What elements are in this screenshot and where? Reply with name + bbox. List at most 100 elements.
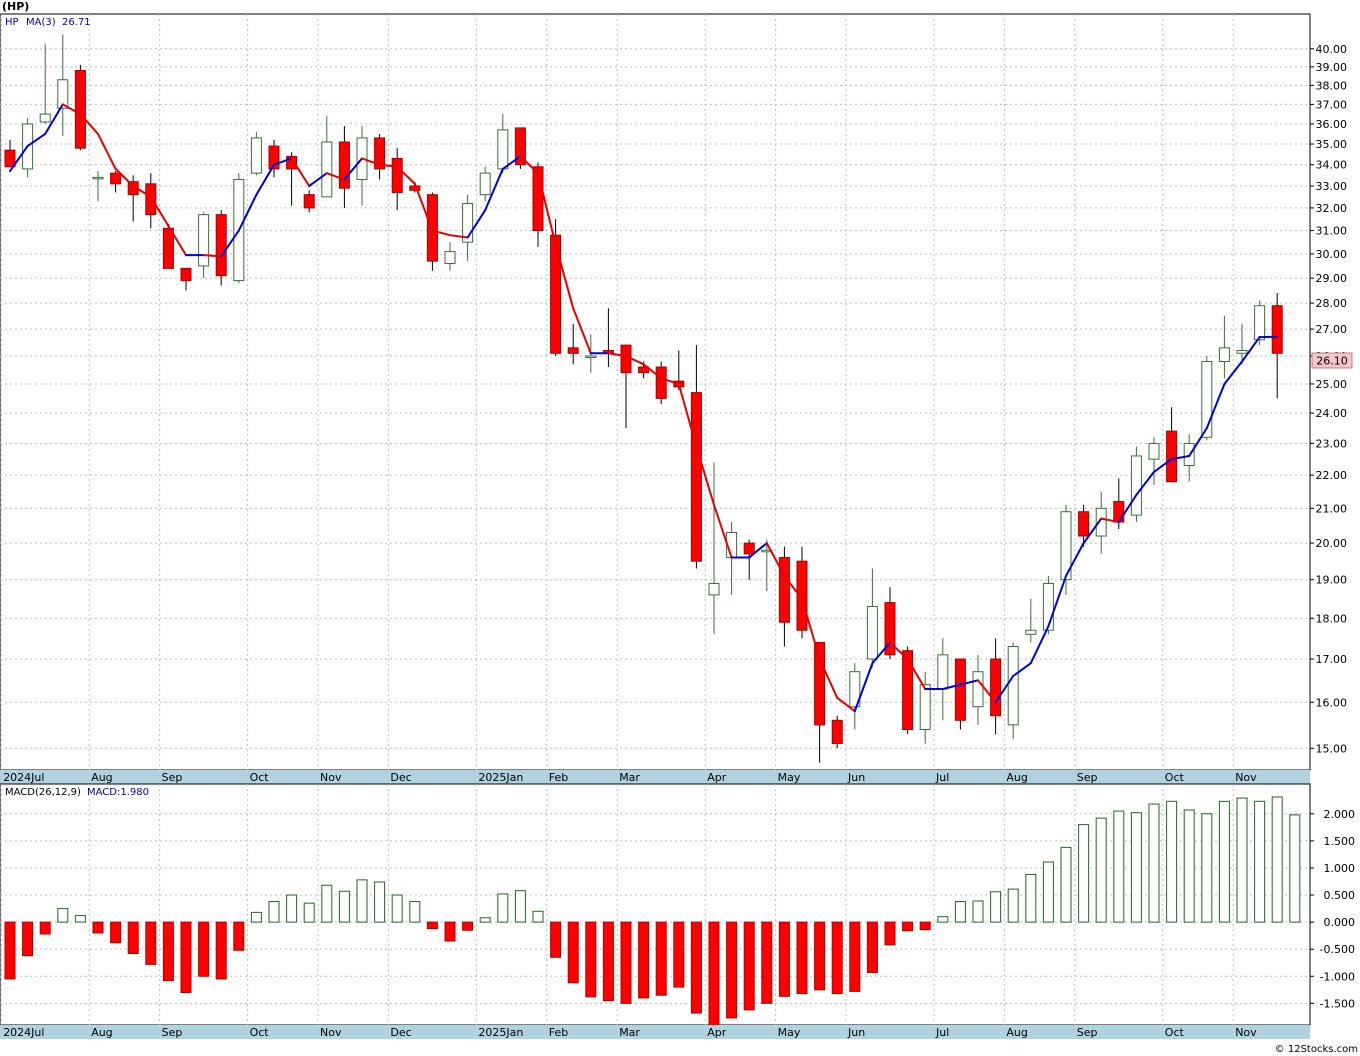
macd-bar xyxy=(92,921,104,934)
macd-bar xyxy=(1130,812,1142,923)
price-date-label: Jul xyxy=(935,771,949,784)
ma-segment xyxy=(1065,542,1085,577)
ma-segment xyxy=(396,165,416,185)
candle xyxy=(303,190,315,213)
candle xyxy=(110,171,122,193)
macd-bar xyxy=(831,921,843,995)
candle xyxy=(690,345,702,569)
candle-body xyxy=(884,602,896,656)
macd-bar xyxy=(479,917,491,923)
price-tick-label: 16.00 xyxy=(1316,696,1348,709)
macd-bar xyxy=(180,921,192,994)
ma-segment xyxy=(255,163,275,196)
macd-tick-label: -1.000 xyxy=(1320,970,1355,983)
candle-body xyxy=(215,214,227,277)
macd-bar xyxy=(74,915,86,923)
candle-body xyxy=(831,719,843,745)
candle xyxy=(1218,316,1230,379)
macd-bar xyxy=(57,908,69,923)
candle xyxy=(1095,491,1107,554)
price-tick-label: 23.00 xyxy=(1316,437,1348,450)
candle xyxy=(479,166,491,202)
candle xyxy=(233,173,245,284)
ma-segment xyxy=(554,243,575,310)
candle-body xyxy=(110,172,122,185)
macd-bar xyxy=(902,921,914,932)
last-price-tag-text: 26.10 xyxy=(1316,355,1348,368)
ma-segment xyxy=(906,658,927,691)
price-date-label: May xyxy=(778,771,801,784)
macd-bar xyxy=(532,910,544,923)
candle-body xyxy=(1060,511,1072,581)
candle-body xyxy=(286,155,298,170)
macd-axis: -1.500 -1.000 -0.500 0.000 0.500 1.000 1.500 2.… xyxy=(1310,808,1356,1010)
ma-segment xyxy=(660,377,680,385)
macd-bar xyxy=(233,921,245,951)
candle-body xyxy=(39,113,51,123)
candle xyxy=(180,267,192,291)
price-tick-label: 32.00 xyxy=(1316,202,1348,215)
price-tick-label: 36.00 xyxy=(1316,118,1348,131)
macd-date-label: Feb xyxy=(549,1026,568,1039)
ma-segment xyxy=(871,641,891,665)
macd-date-label: Nov xyxy=(320,1026,342,1039)
candle-body xyxy=(866,605,878,660)
candle xyxy=(1060,504,1072,595)
ma-segment xyxy=(273,157,293,166)
price-tick-label: 31.00 xyxy=(1316,225,1348,238)
ma-segment xyxy=(1223,360,1243,385)
price-tick-label: 20.00 xyxy=(1316,537,1348,550)
candle-body xyxy=(849,671,861,708)
price-tick-label: 18.00 xyxy=(1316,612,1348,625)
macd-bar xyxy=(1042,861,1054,923)
macd-bar xyxy=(726,921,738,1019)
price-date-label: Aug xyxy=(1006,771,1027,784)
candle-body xyxy=(338,141,350,189)
macd-bar xyxy=(1007,888,1019,923)
ma-segment xyxy=(607,352,627,358)
ma-segment xyxy=(1082,517,1103,545)
macd-tick-label: 0.500 xyxy=(1324,889,1356,902)
candle-body xyxy=(1130,455,1142,516)
ma-segment xyxy=(361,157,381,166)
candle xyxy=(4,139,16,168)
candle xyxy=(57,34,69,136)
candle xyxy=(567,323,579,365)
candle xyxy=(1078,504,1090,547)
candle xyxy=(391,148,403,211)
macd-tick-label: 2.000 xyxy=(1324,808,1356,821)
candle xyxy=(954,658,966,730)
macd-bar xyxy=(1060,846,1072,923)
macd-bar xyxy=(409,901,421,923)
price-date-label: Aug xyxy=(91,771,112,784)
macd-bar xyxy=(796,921,808,995)
macd-bar xyxy=(514,890,526,923)
macd-bar xyxy=(303,902,315,923)
candle-body xyxy=(655,366,667,399)
candle-body xyxy=(743,542,755,555)
candle-body xyxy=(1254,305,1266,341)
candle-body xyxy=(954,658,966,721)
price-tick-label: 39.00 xyxy=(1316,61,1348,74)
last-price-tag: 26.10 xyxy=(1311,352,1353,369)
macd-bar xyxy=(250,911,262,923)
candle xyxy=(796,546,808,639)
macd-bar xyxy=(22,921,34,957)
macd-bar xyxy=(814,921,826,991)
price-grid xyxy=(0,14,1310,770)
ma-segment xyxy=(1012,662,1032,677)
ma-segment xyxy=(713,503,733,559)
candle xyxy=(708,462,720,635)
ma-segment xyxy=(167,224,187,257)
ma-segment xyxy=(202,254,223,258)
ma-segment xyxy=(1135,470,1155,496)
candle-body xyxy=(972,671,984,708)
candle xyxy=(444,242,456,271)
macd-bar xyxy=(1025,873,1037,923)
macd-date-label: Nov xyxy=(1235,1026,1257,1039)
ma-segment xyxy=(1241,336,1261,363)
ma-segment xyxy=(79,113,99,135)
candle xyxy=(338,125,350,208)
macd-bar xyxy=(426,921,438,930)
price-tick-label: 25.00 xyxy=(1316,378,1348,391)
